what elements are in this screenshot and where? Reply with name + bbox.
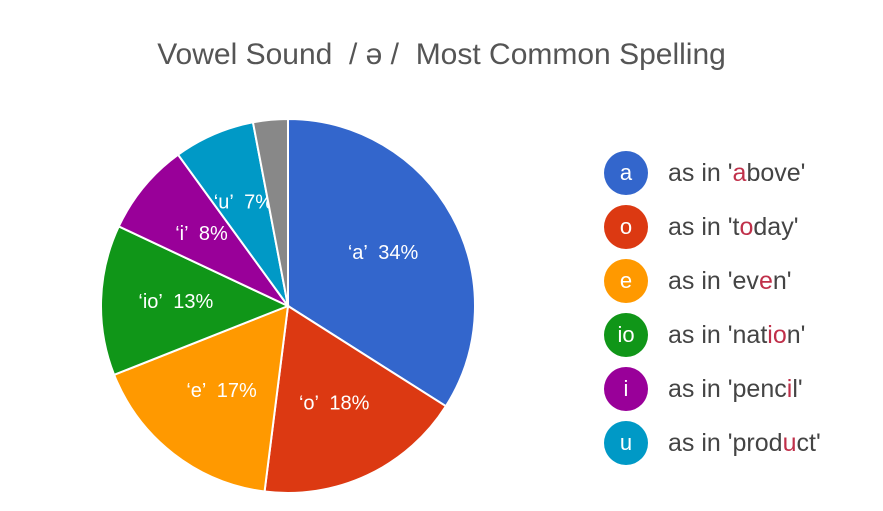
- legend-swatch-o: o: [604, 205, 648, 249]
- pie-label-io: ‘io’ 13%: [138, 291, 213, 313]
- pie-slice-i: [117, 153, 289, 307]
- legend-label-u: as in 'product': [668, 428, 821, 457]
- legend-item-u: u as in 'product': [604, 416, 821, 470]
- pie-slice-io: [100, 225, 291, 377]
- legend-label-e: as in 'even': [668, 266, 792, 295]
- legend-swatch-e: e: [604, 259, 648, 303]
- legend-item-i: i as in 'pencil': [604, 362, 821, 416]
- legend-label-i: as in 'pencil': [668, 374, 803, 403]
- pie-label-o: ‘o’ 18%: [299, 392, 370, 414]
- legend-swatch-a: a: [604, 151, 648, 195]
- pie-label-u: ‘u’ 7%: [214, 191, 274, 213]
- chart-legend: a as in 'above' o as in 'today' e as in …: [604, 146, 821, 470]
- legend-label-o: as in 'today': [668, 212, 799, 241]
- legend-item-a: a as in 'above': [604, 146, 821, 200]
- legend-swatch-u: u: [604, 421, 648, 465]
- legend-item-io: io as in 'nation': [604, 308, 821, 362]
- legend-swatch-i: i: [604, 367, 648, 411]
- legend-label-io: as in 'nation': [668, 320, 806, 349]
- pie-slice-o: [263, 304, 448, 494]
- pie-label-e: ‘e’ 17%: [186, 380, 257, 402]
- chart-title: Vowel Sound / ə / Most Common Spelling: [157, 38, 726, 71]
- pie-slice-e: [112, 304, 290, 493]
- pie-label-a: ‘a’ 34%: [348, 242, 419, 264]
- legend-swatch-io: io: [604, 313, 648, 357]
- pie-slice-a: [287, 117, 476, 408]
- legend-label-a: as in 'above': [668, 158, 806, 187]
- legend-item-e: e as in 'even': [604, 254, 821, 308]
- pie-slice-other-6: [251, 117, 289, 307]
- pie-label-i: ‘i’ 8%: [175, 223, 228, 245]
- legend-item-o: o as in 'today': [604, 200, 821, 254]
